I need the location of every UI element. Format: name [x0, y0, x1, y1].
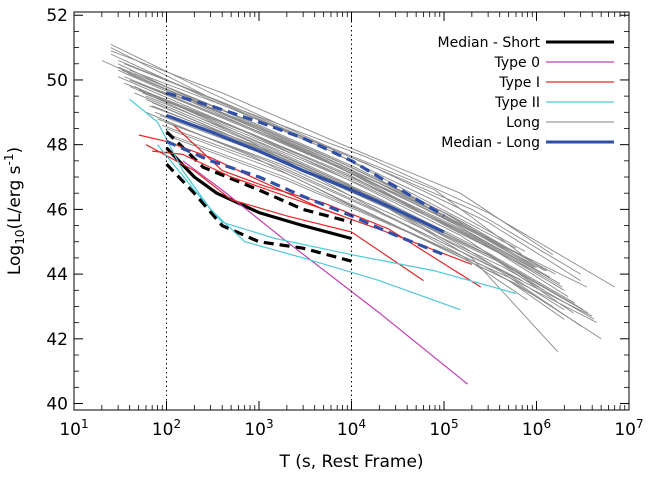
x-tick-label-exponent: 1 — [81, 417, 89, 431]
long-grb-curve — [149, 105, 576, 304]
y-tick-label: 52 — [46, 6, 68, 26]
x-tick-label-exponent: 5 — [451, 417, 459, 431]
long-grb-curve — [170, 134, 598, 324]
x-tick-label: 102 — [152, 417, 181, 440]
series-median-short-line — [165, 130, 352, 224]
series-type-0-line — [182, 160, 468, 385]
x-tick-label-base: 10 — [59, 420, 81, 440]
x-axis-title: T (s, Rest Frame) — [278, 452, 423, 472]
series-type-ii-line — [129, 98, 461, 311]
long-grb-curve — [129, 79, 556, 275]
y-axis-title-superscript: -1 — [2, 153, 16, 165]
x-tick-label: 107 — [614, 417, 643, 440]
long-grb-curve — [110, 50, 554, 256]
y-tick-label: 40 — [46, 395, 68, 415]
series-median-short-line — [165, 162, 352, 263]
x-tick-label-exponent: 3 — [266, 417, 274, 431]
y-axis-title-subscript: 10 — [13, 230, 27, 245]
legend-label: Median - Long — [441, 135, 540, 151]
series-type-ii-line — [157, 144, 517, 295]
series-type-i-line — [152, 150, 343, 217]
series-median-long-line — [166, 91, 445, 218]
x-tick-label-base: 10 — [614, 420, 636, 440]
series-layer — [101, 43, 615, 385]
y-tick-label: 48 — [46, 136, 68, 156]
legend-label: Type II — [494, 95, 540, 111]
long-grb-curve — [117, 63, 509, 259]
long-grb-curve — [134, 73, 548, 272]
y-tick-label: 42 — [46, 330, 68, 350]
x-tick-label-exponent: 4 — [359, 417, 367, 431]
reference-lines-layer — [166, 12, 352, 410]
y-tick-label: 46 — [46, 200, 68, 220]
series-type-i-line — [145, 144, 424, 282]
long-grb-curve — [134, 85, 523, 281]
legend-label: Type I — [498, 75, 540, 91]
series-median-long-line — [165, 139, 445, 257]
y-tick-label: 50 — [46, 71, 68, 91]
y-axis-title-close: ) — [5, 147, 25, 154]
legend-label: Type 0 — [493, 55, 540, 71]
x-tick-label: 101 — [59, 417, 88, 440]
long-grb-curve — [110, 43, 523, 256]
long-grb-curve — [124, 82, 541, 275]
long-grb-curve — [157, 118, 581, 327]
long-grb-curve — [164, 121, 595, 320]
y-axis-title-log: Log — [5, 245, 25, 275]
long-grb-curve — [129, 69, 581, 281]
x-tick-label: 105 — [429, 417, 458, 440]
x-tick-label-base: 10 — [522, 420, 544, 440]
x-tick-label-base: 10 — [337, 420, 359, 440]
x-tick-label-base: 10 — [152, 420, 174, 440]
long-grb-curve — [138, 89, 563, 288]
long-grb-curve — [145, 95, 569, 298]
x-tick-label-exponent: 2 — [174, 417, 182, 431]
long-grb-curve — [162, 124, 593, 317]
x-tick-label: 104 — [337, 417, 366, 440]
y-axis-title: Log10(L/erg s-1) — [2, 147, 27, 275]
x-tick-label-exponent: 6 — [544, 417, 552, 431]
y-axis-title-body: (L/erg s — [5, 165, 25, 229]
legend-label: Median - Short — [438, 35, 541, 51]
x-tick-label: 106 — [522, 417, 551, 440]
legend: Median - Short Type 0 Type I Type II Long Med… — [438, 35, 614, 151]
series-median-long-line — [165, 113, 445, 234]
long-grb-curve — [173, 137, 602, 340]
x-tick-label-exponent: 7 — [636, 417, 644, 431]
long-grb-curve — [124, 63, 615, 288]
long-grb-curve — [121, 69, 535, 268]
long-grb-curve — [124, 76, 551, 278]
x-tick-label: 103 — [244, 417, 273, 440]
x-tick-label-base: 10 — [244, 420, 266, 440]
legend-label: Long — [506, 115, 540, 131]
x-tick-label-base: 10 — [429, 420, 451, 440]
y-tick-label: 44 — [46, 265, 68, 285]
